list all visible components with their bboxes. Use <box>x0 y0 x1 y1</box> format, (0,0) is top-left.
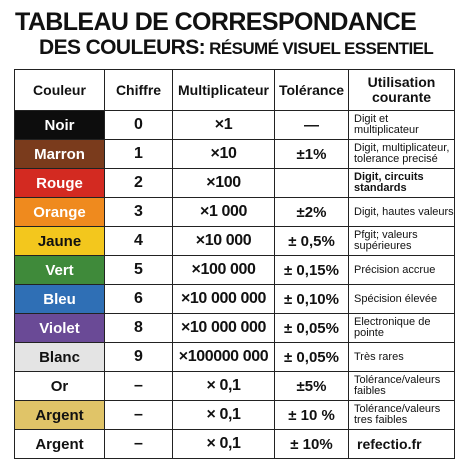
color-cell: Or <box>14 371 105 401</box>
usage-cell: Digit, hautes valeurs <box>348 197 455 227</box>
header-tolerance: Tolérance <box>274 69 349 111</box>
color-cell: Rouge <box>14 168 105 198</box>
color-cell: Bleu <box>14 284 105 314</box>
table-row: Blanc 9 ×100000 000 ± 0,05% Très rares <box>14 342 455 372</box>
usage-cell: Précision accrue <box>348 255 455 285</box>
color-cell: Jaune <box>14 226 105 256</box>
table-row: Marron 1 ×10 ±1% Digit, multiplicateur, tole… <box>14 139 455 169</box>
digit-cell: 9 <box>104 342 173 372</box>
tolerance-cell <box>274 168 349 198</box>
multiplier-cell: ×10 <box>172 139 275 169</box>
header-multiplier: Multiplicateur <box>172 69 275 111</box>
multiplier-cell: × 0,1 <box>172 429 275 459</box>
usage-cell: Digit, multiplicateur, tolerance precisé <box>348 139 455 169</box>
color-cell: Orange <box>14 197 105 227</box>
digit-cell: – <box>104 400 173 430</box>
digit-cell: 3 <box>104 197 173 227</box>
usage-cell: Spécision élevée <box>348 284 455 314</box>
usage-cell: Electronique de pointe <box>348 313 455 343</box>
tolerance-cell: ±5% <box>274 371 349 401</box>
tolerance-cell: ± 0,05% <box>274 342 349 372</box>
digit-cell: 2 <box>104 168 173 198</box>
multiplier-cell: ×1 <box>172 110 275 140</box>
table-row: Or – × 0,1 ±5% Tolérance/valeurs faibles <box>14 371 455 401</box>
color-cell: Blanc <box>14 342 105 372</box>
multiplier-cell: ×100000 000 <box>172 342 275 372</box>
header-usage: Utilisation courante <box>348 69 455 111</box>
usage-cell: Tolérance/valeurs faibles <box>348 371 455 401</box>
header-color: Couleur <box>14 69 105 111</box>
digit-cell: – <box>104 429 173 459</box>
tolerance-cell: ± 0,5% <box>274 226 349 256</box>
usage-cell: Très rares <box>348 342 455 372</box>
table-row: Violet 8 ×10 000 000 ± 0,05% Electronique de… <box>14 313 455 343</box>
digit-cell: – <box>104 371 173 401</box>
table-header-row: Couleur Chiffre Multiplicateur Tolérance… <box>14 69 455 111</box>
color-code-table: Couleur Chiffre Multiplicateur Tolérance… <box>14 69 455 459</box>
tolerance-cell: ±1% <box>274 139 349 169</box>
table-row: Jaune 4 ×10 000 ± 0,5% Pfgit; valeurs supéri… <box>14 226 455 256</box>
tolerance-cell: ± 0,05% <box>274 313 349 343</box>
header-digit: Chiffre <box>104 69 173 111</box>
title-line-2-sub: RÉSUMÉ VISUEL ESSENTIEL <box>205 39 434 58</box>
tolerance-cell: ± 10% <box>274 429 349 459</box>
multiplier-cell: ×10 000 <box>172 226 275 256</box>
table-row: Vert 5 ×100 000 ± 0,15% Précision accrue <box>14 255 455 285</box>
digit-cell: 0 <box>104 110 173 140</box>
tolerance-cell: ±2% <box>274 197 349 227</box>
usage-cell: Digit, circuits standards <box>348 168 455 198</box>
title-line-2-main: DES COULEURS: <box>39 36 206 59</box>
tolerance-cell: ± 0,10% <box>274 284 349 314</box>
usage-cell: refectio.fr <box>348 429 455 459</box>
multiplier-cell: ×1 000 <box>172 197 275 227</box>
title-line-1: TABLEAU DE CORRESPONDANCE <box>15 8 417 36</box>
digit-cell: 6 <box>104 284 173 314</box>
multiplier-cell: × 0,1 <box>172 371 275 401</box>
table-row: Noir 0 ×1— Digit et multiplicateur <box>14 110 455 140</box>
digit-cell: 5 <box>104 255 173 285</box>
tolerance-cell: ± 0,15% <box>274 255 349 285</box>
multiplier-cell: ×10 000 000 <box>172 284 275 314</box>
color-cell: Vert <box>14 255 105 285</box>
multiplier-cell: × 0,1 <box>172 400 275 430</box>
table-row: Orange 3 ×1 000 ±2% Digit, hautes valeurs <box>14 197 455 227</box>
usage-cell: Digit et multiplicateur <box>348 110 455 140</box>
table-row: Argent – × 0,1 ± 10 % Tolérance/valeurs tres… <box>14 400 455 430</box>
usage-cell: Pfgit; valeurs supérieures <box>348 226 455 256</box>
table-row: Rouge 2 ×100 Digit, circuits standards <box>14 168 455 198</box>
table-row: Bleu 6 ×10 000 000 ± 0,10% Spécision élevée <box>14 284 455 314</box>
multiplier-cell: ×100 <box>172 168 275 198</box>
table-row: Argent – × 0,1 ± 10% refectio.fr <box>14 429 455 459</box>
digit-cell: 8 <box>104 313 173 343</box>
multiplier-cell: ×10 000 000 <box>172 313 275 343</box>
color-cell: Noir <box>14 110 105 140</box>
color-cell: Marron <box>14 139 105 169</box>
tolerance-cell: ± 10 % <box>274 400 349 430</box>
color-cell: Argent <box>14 400 105 430</box>
color-cell: Argent <box>14 429 105 459</box>
title-line-2: DES COULEURS: RÉSUMÉ VISUEL ESSENTIEL <box>39 36 434 60</box>
tolerance-cell: — <box>274 110 349 140</box>
digit-cell: 4 <box>104 226 173 256</box>
digit-cell: 1 <box>104 139 173 169</box>
usage-cell: Tolérance/valeurs tres faibles <box>348 400 455 430</box>
table-body: Noir 0 ×1— Digit et multiplicateur Marron 1 ×1… <box>14 110 455 459</box>
multiplier-cell: ×100 000 <box>172 255 275 285</box>
color-cell: Violet <box>14 313 105 343</box>
